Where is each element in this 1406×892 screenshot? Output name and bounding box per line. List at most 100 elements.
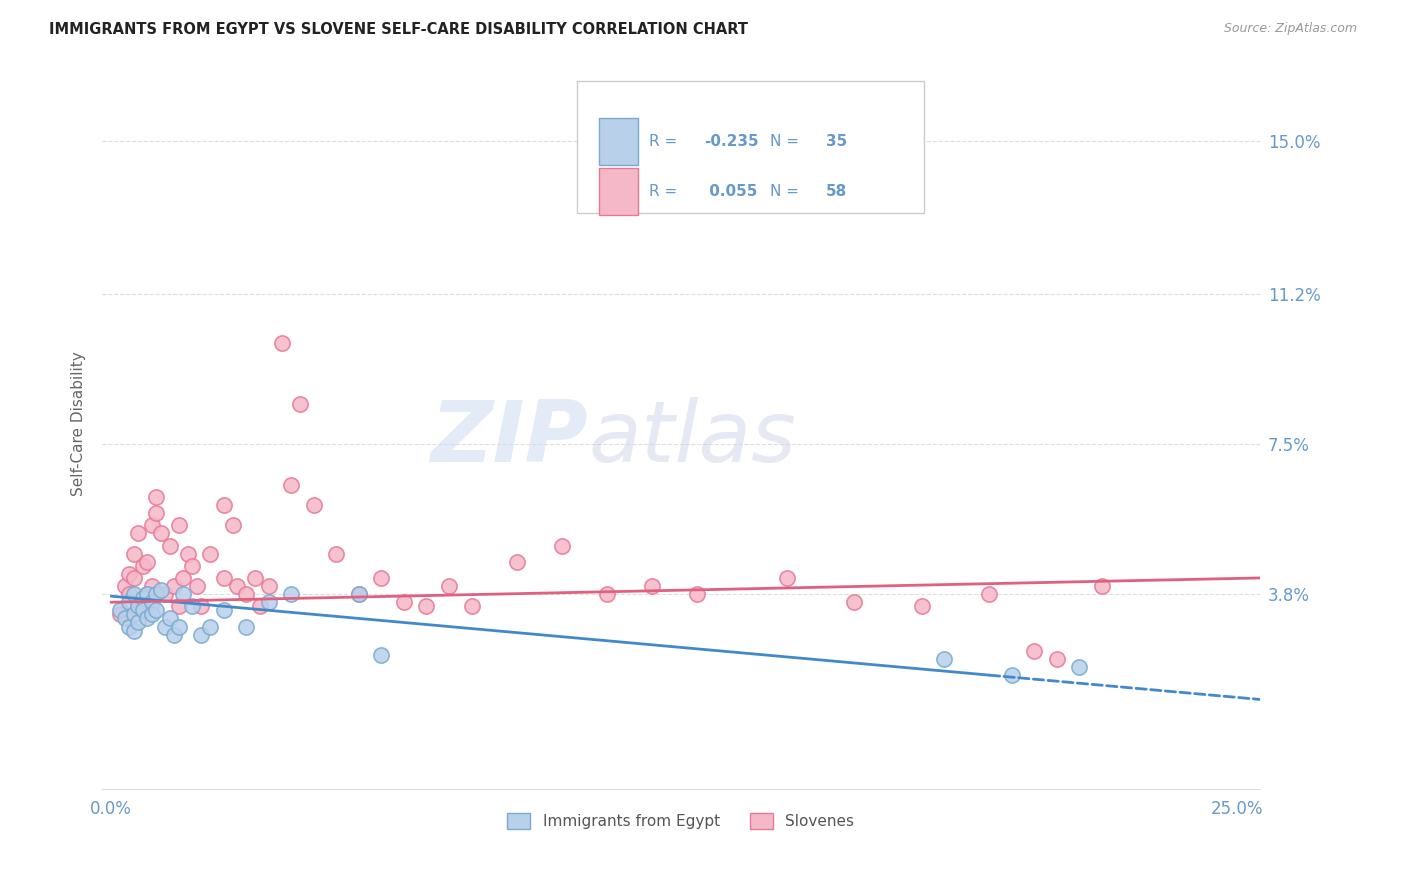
- Point: [114, 579, 136, 593]
- Point: [686, 587, 709, 601]
- Point: [271, 336, 294, 351]
- Point: [280, 587, 302, 601]
- Point: [122, 547, 145, 561]
- Point: [370, 648, 392, 662]
- Text: IMMIGRANTS FROM EGYPT VS SLOVENE SELF-CARE DISABILITY CORRELATION CHART: IMMIGRANTS FROM EGYPT VS SLOVENE SELF-CA…: [49, 22, 748, 37]
- Point: [200, 619, 222, 633]
- Text: N =: N =: [770, 134, 804, 149]
- Point: [505, 555, 527, 569]
- Text: 0.055: 0.055: [704, 184, 758, 199]
- Point: [149, 526, 172, 541]
- Point: [122, 571, 145, 585]
- Point: [132, 591, 155, 606]
- Point: [159, 611, 181, 625]
- Point: [181, 599, 204, 614]
- Point: [212, 498, 235, 512]
- Point: [186, 579, 208, 593]
- Point: [110, 607, 132, 622]
- Point: [127, 526, 149, 541]
- Point: [141, 579, 163, 593]
- Point: [190, 627, 212, 641]
- Point: [280, 478, 302, 492]
- Point: [235, 587, 257, 601]
- Point: [159, 539, 181, 553]
- Point: [200, 547, 222, 561]
- Legend: Immigrants from Egypt, Slovenes: Immigrants from Egypt, Slovenes: [502, 807, 860, 836]
- Point: [290, 397, 312, 411]
- Point: [132, 603, 155, 617]
- Point: [141, 595, 163, 609]
- Point: [145, 603, 167, 617]
- Point: [141, 518, 163, 533]
- Point: [118, 619, 141, 633]
- Text: ZIP: ZIP: [430, 397, 588, 480]
- Point: [595, 587, 617, 601]
- Point: [257, 579, 280, 593]
- Text: R =: R =: [648, 184, 682, 199]
- Point: [550, 539, 572, 553]
- Point: [212, 603, 235, 617]
- Text: atlas: atlas: [588, 397, 796, 480]
- Text: R =: R =: [648, 134, 682, 149]
- FancyBboxPatch shape: [576, 81, 924, 212]
- Point: [934, 652, 956, 666]
- Point: [415, 599, 437, 614]
- Text: N =: N =: [770, 184, 804, 199]
- Point: [776, 571, 799, 585]
- Point: [235, 619, 257, 633]
- Point: [127, 599, 149, 614]
- Point: [1024, 644, 1046, 658]
- Point: [437, 579, 460, 593]
- Point: [1001, 668, 1024, 682]
- Point: [114, 611, 136, 625]
- Point: [145, 490, 167, 504]
- Point: [181, 558, 204, 573]
- Point: [145, 587, 167, 601]
- Point: [370, 571, 392, 585]
- Y-axis label: Self-Care Disability: Self-Care Disability: [72, 351, 86, 497]
- Point: [127, 615, 149, 630]
- Point: [136, 587, 159, 601]
- Point: [347, 587, 370, 601]
- Point: [122, 624, 145, 638]
- Point: [163, 579, 186, 593]
- Point: [118, 595, 141, 609]
- FancyBboxPatch shape: [599, 168, 638, 215]
- Point: [302, 498, 325, 512]
- Point: [163, 627, 186, 641]
- Point: [392, 595, 415, 609]
- Point: [347, 587, 370, 601]
- Text: 35: 35: [825, 134, 846, 149]
- Point: [122, 587, 145, 601]
- Point: [1091, 579, 1114, 593]
- Point: [844, 595, 866, 609]
- Point: [136, 611, 159, 625]
- Point: [172, 571, 194, 585]
- Point: [249, 599, 271, 614]
- Point: [190, 599, 212, 614]
- Text: Source: ZipAtlas.com: Source: ZipAtlas.com: [1223, 22, 1357, 36]
- Point: [1046, 652, 1069, 666]
- Point: [110, 603, 132, 617]
- Point: [226, 579, 249, 593]
- Point: [141, 607, 163, 622]
- Text: -0.235: -0.235: [704, 134, 759, 149]
- Point: [257, 595, 280, 609]
- Point: [145, 506, 167, 520]
- Point: [149, 583, 172, 598]
- Point: [136, 587, 159, 601]
- Point: [245, 571, 267, 585]
- Point: [167, 599, 190, 614]
- Point: [155, 587, 177, 601]
- Point: [122, 607, 145, 622]
- Point: [155, 619, 177, 633]
- Point: [136, 555, 159, 569]
- Point: [911, 599, 934, 614]
- Point: [212, 571, 235, 585]
- Point: [127, 599, 149, 614]
- Point: [167, 518, 190, 533]
- Point: [222, 518, 245, 533]
- Point: [1069, 660, 1091, 674]
- FancyBboxPatch shape: [599, 118, 638, 165]
- Point: [325, 547, 347, 561]
